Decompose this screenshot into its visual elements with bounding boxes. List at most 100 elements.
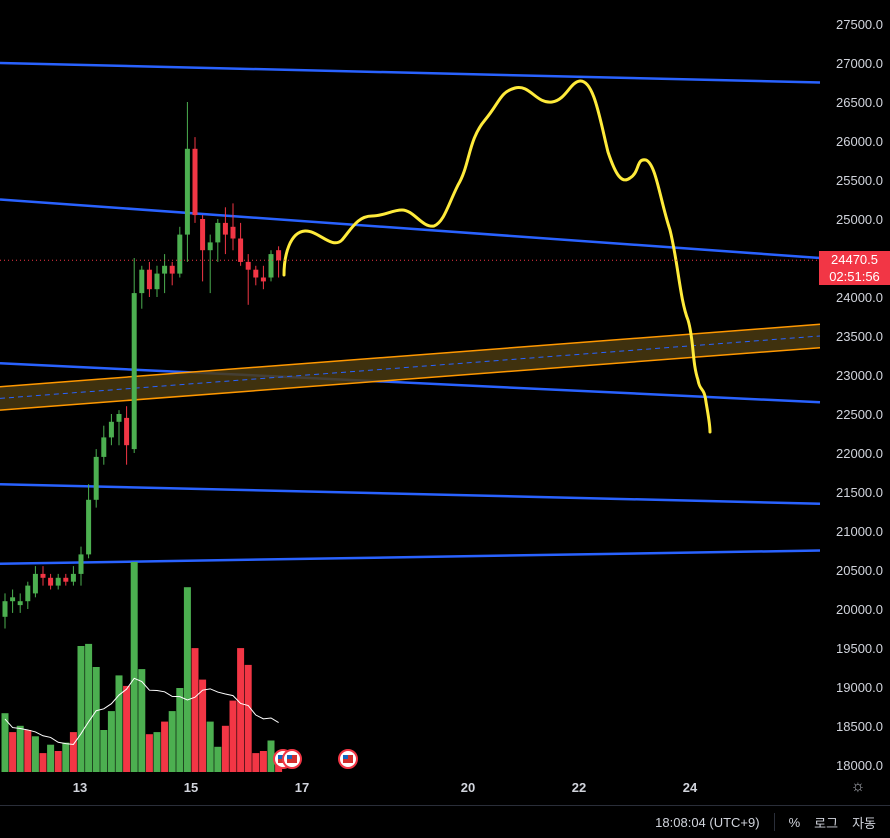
candle-body: [222, 222, 228, 235]
candle-body: [2, 601, 8, 617]
candle: [131, 258, 137, 453]
candle: [268, 250, 274, 282]
candle-body: [25, 585, 31, 602]
candle-body: [268, 254, 274, 278]
volume-bar: [161, 721, 169, 772]
candle: [10, 589, 16, 613]
candle: [108, 414, 114, 446]
volume-bar: [1, 713, 9, 772]
candle: [230, 203, 236, 251]
candle: [154, 265, 160, 297]
candle: [25, 581, 31, 609]
volume-bar: [206, 721, 214, 772]
candle-body: [154, 273, 160, 290]
candle-body: [169, 265, 175, 274]
candle-body: [32, 573, 38, 594]
current-price-badge: 24470.5 02:51:56: [819, 251, 890, 285]
price-tick-label: 24000.0: [836, 290, 883, 305]
candle-body: [162, 265, 168, 274]
candle-body: [86, 499, 92, 555]
candle-body: [245, 261, 251, 270]
candle-body: [184, 148, 190, 235]
candle: [184, 102, 190, 262]
volume-bar: [24, 730, 32, 772]
support-line-b: [0, 549, 821, 566]
forecast-drawing: [282, 79, 712, 434]
price-tick-label: 23000.0: [836, 368, 883, 383]
support-line-a: [0, 482, 821, 505]
candle-body: [207, 242, 213, 251]
clock-timezone[interactable]: 18:08:04 (UTC+9): [655, 814, 760, 830]
trend-lines: [0, 61, 821, 566]
candle-body: [192, 148, 198, 216]
gear-icon[interactable]: ☼: [850, 778, 866, 795]
candle: [116, 410, 122, 446]
candle-body: [200, 219, 206, 251]
price-axis[interactable]: 27500.0 27000.0 26500.0 26000.0 25500.0 25000…: [836, 17, 883, 773]
volume-bar: [191, 648, 199, 772]
volume-bar: [267, 740, 275, 772]
candle: [93, 449, 99, 508]
candle-body: [101, 437, 107, 457]
price-tick-label: 21000.0: [836, 524, 883, 539]
candle-body: [230, 226, 236, 239]
percent-toggle[interactable]: %: [788, 814, 801, 830]
volume-bar: [199, 679, 207, 772]
candle-body: [131, 293, 137, 450]
time-axis[interactable]: 13 15 17 20 22 24: [73, 780, 698, 795]
volume-bar: [138, 669, 146, 772]
flag-canton: [287, 755, 292, 759]
us-flag-icon[interactable]: [338, 749, 358, 769]
us-flag-icon[interactable]: [282, 749, 302, 769]
candle-body: [40, 573, 46, 578]
time-tick-label: 17: [295, 780, 309, 795]
time-tick-label: 13: [73, 780, 87, 795]
candle-body: [276, 250, 282, 261]
candle: [177, 226, 183, 278]
volume-ma-line: [4, 677, 279, 745]
candle: [253, 265, 259, 286]
candle-body: [146, 269, 152, 290]
flag-canton: [278, 755, 283, 759]
status-divider: [773, 813, 775, 831]
price-tick-label: 19500.0: [836, 641, 883, 656]
auto-scale-toggle[interactable]: 자동: [852, 815, 876, 831]
candle-body: [55, 577, 61, 586]
candle-body: [78, 554, 84, 574]
upper-channel-line: [0, 61, 821, 84]
chart-canvas[interactable]: 27500.0 27000.0 26500.0 26000.0 25500.0 25000…: [0, 0, 890, 805]
candle-body: [108, 421, 114, 438]
candle-body: [177, 234, 183, 274]
price-tick-label: 22500.0: [836, 407, 883, 422]
volume-bar: [107, 711, 115, 772]
candle: [192, 137, 198, 223]
candle-body: [48, 577, 54, 586]
candle: [238, 222, 244, 266]
price-tick-label: 27500.0: [836, 17, 883, 32]
volume-bar: [62, 742, 70, 772]
candle: [2, 593, 8, 629]
log-scale-toggle[interactable]: 로그: [814, 815, 839, 831]
candle-body: [116, 414, 122, 422]
candle: [63, 573, 69, 586]
candle-countdown: 02:51:56: [829, 269, 880, 284]
volume-bar: [100, 730, 108, 772]
volume-bar: [145, 734, 153, 772]
flag-canton: [343, 755, 348, 759]
middle-channel-line: [0, 198, 821, 260]
time-tick-label: 20: [461, 780, 475, 795]
candle: [48, 573, 54, 590]
candle: [200, 215, 206, 282]
volume-bar: [183, 587, 191, 772]
candle: [245, 254, 251, 305]
candle: [169, 261, 175, 286]
candle-body: [124, 417, 130, 446]
candle: [139, 265, 145, 309]
volume-bar: [77, 646, 85, 772]
time-tick-label: 24: [683, 780, 698, 795]
event-markers[interactable]: [273, 749, 358, 769]
candle: [78, 546, 84, 586]
candle-body: [253, 269, 259, 278]
candle: [32, 566, 38, 598]
volume-bar: [252, 753, 260, 772]
